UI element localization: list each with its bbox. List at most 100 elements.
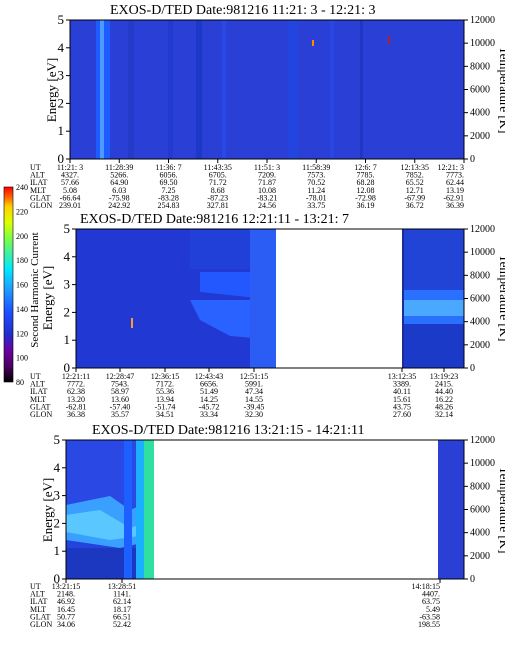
table-cell: 62.44 [446,178,464,187]
table-cell: 12.08 [357,186,375,195]
table-cell: 34.51 [156,410,174,419]
table-row-label: ILAT [30,178,47,187]
ytick-right-label: 0 [470,154,475,165]
table-row-label: GLAT [30,612,51,621]
ytick-right-label: 4000 [470,528,490,539]
table-cell: 51.49 [200,387,218,396]
colorbar-tick-label: 120 [16,329,28,338]
table-cell: 11:51: 3 [254,163,280,172]
table-cell: -78.01 [306,193,327,202]
table-cell: -63.58 [419,612,440,621]
table-cell: -66.64 [60,193,81,202]
table-row-label: GLAT [30,193,51,202]
table-cell: 55.36 [156,387,174,396]
panel-1-spot [388,36,390,44]
table-cell: 66.51 [113,612,131,621]
table-cell: 4407. [422,590,440,599]
table-cell: 2148. [57,590,75,599]
table-row-label: ALT [30,590,45,599]
ytick-right-label: 2000 [470,131,490,142]
table-cell: -83.28 [158,193,179,202]
ytick-right-label: 2000 [470,340,490,351]
table-cell: 36.39 [446,201,464,210]
table-cell: 13:28:51 [108,582,136,591]
table-cell: -72.98 [355,193,376,202]
table-cell: 7773. [446,171,464,180]
panel-3-band [144,440,154,579]
ytick-left-label: 2 [54,515,61,530]
table-cell: 5.08 [63,186,77,195]
ytick-left-label: 1 [64,332,71,347]
panel-2-band [402,300,464,316]
table-cell: 13.20 [67,395,85,404]
panel-3-band [136,440,144,579]
table-cell: 36.19 [357,201,375,210]
table-cell: 24.56 [258,201,276,210]
ytick-left-label: 0 [54,571,61,586]
panel-2-left-axis: 0 1 2 3 4 5 [64,221,76,375]
table-cell: 13:21:15 [52,582,80,591]
table-cell: 68.28 [357,178,375,187]
table-cell: 35.57 [111,410,129,419]
table-cell: -51.74 [155,402,176,411]
table-cell: 15.61 [393,395,411,404]
ytick-left-label: 1 [54,543,61,558]
panel-1-ylabel-right: Temperature [K] [497,47,505,134]
table-cell: 12:6: 7 [354,163,376,172]
table-cell: 47.34 [245,387,263,396]
table-cell: 7785. [357,171,375,180]
ytick-right-label: 12000 [470,435,495,446]
panel-2-plot [75,228,465,369]
table-cell: 27.60 [393,410,411,419]
table-cell: 14.25 [200,395,218,404]
colorbar-tick-label: 200 [16,232,28,241]
table-cell: 16.45 [57,605,75,614]
panel-1-band [100,20,104,159]
table-cell: 50.77 [57,612,75,621]
table-cell: 32.14 [435,410,453,419]
table-cell: 198.55 [418,620,440,629]
colorbar-tick-label: 180 [16,256,28,265]
panel-3-right-axis: 0 2000 4000 6000 8000 10000 12000 [464,435,495,585]
ytick-left-label: 3 [64,277,71,292]
ytick-left-label: 5 [64,221,71,236]
table-cell: 7172. [156,380,174,389]
ytick-right-label: 6000 [470,85,490,96]
colorbar-tick-label: 220 [16,207,28,216]
colorbar-ticks: 80 100 120 140 160 180 200 220 240 [16,183,28,387]
panel-1-right-axis: 0 2000 4000 6000 8000 10000 12000 [464,15,495,165]
ytick-left-label: 1 [58,123,65,138]
panel-2-ylabel: Energy [eV] [40,266,55,330]
table-row-label: GLON [30,201,52,210]
panel-3-title: EXOS-D/TED Date:981216 13:21:15 - 14:21:… [92,423,364,438]
panel-2-right-axis: 0 2000 4000 6000 8000 10000 12000 [464,224,495,374]
table-row-label: ILAT [30,597,47,606]
ytick-left-label: 0 [64,360,71,375]
table-cell: 5266. [110,171,128,180]
panel-1-band [222,20,226,159]
table-cell: 34.06 [57,620,75,629]
table-cell: 13.60 [111,395,129,404]
ytick-left-label: 0 [58,151,65,166]
table-cell: 12:21:11 [62,372,90,381]
table-cell: 3389. [393,380,411,389]
table-cell: 7573. [307,171,325,180]
table-cell: 62.38 [67,387,85,396]
ytick-left-label: 3 [58,68,65,83]
colorbar-scale [3,186,14,383]
colorbar-tick-label: 100 [16,354,28,363]
table-cell: -57.40 [110,402,131,411]
ytick-right-label: 0 [470,574,475,585]
table-cell: 16.22 [435,395,453,404]
ytick-right-label: 8000 [470,481,490,492]
table-cell: 36.72 [406,201,424,210]
table-row-label: UT [30,582,41,591]
ytick-right-label: 10000 [470,38,495,49]
table-cell: 1141. [113,590,131,599]
table-cell: 69.50 [160,178,178,187]
panel-2-band [250,229,276,368]
ytick-left-label: 4 [58,40,65,55]
panel-2-title: EXOS-D/TED Date:981216 12:21:11 - 13:21:… [80,212,349,227]
table-cell: 12:43:43 [195,372,223,381]
